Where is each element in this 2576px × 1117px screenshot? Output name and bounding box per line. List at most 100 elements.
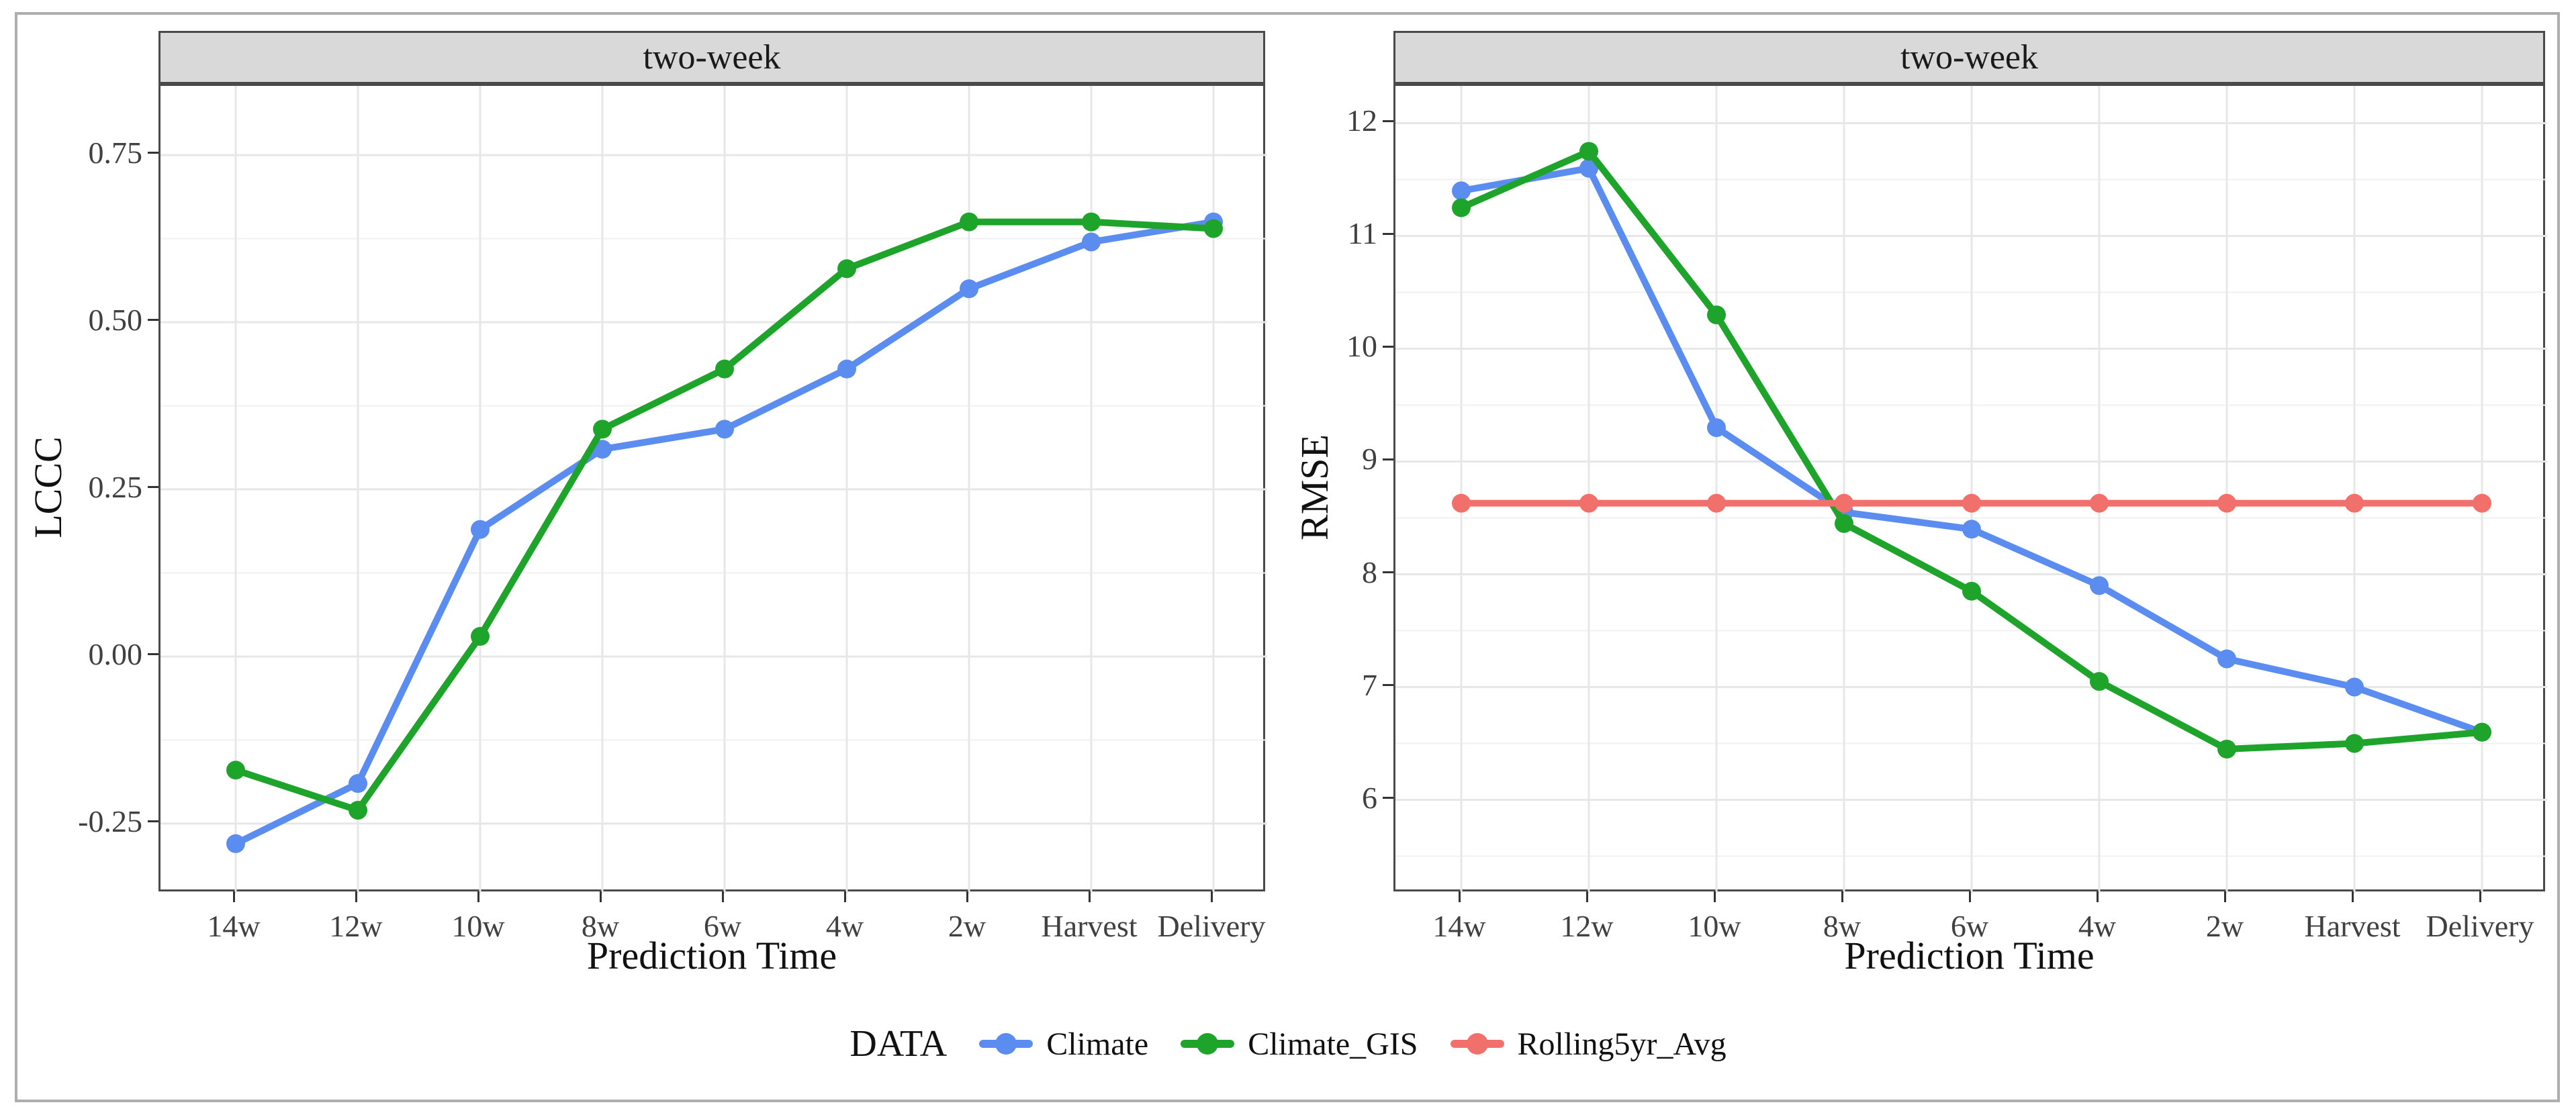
y-axis-title-rmse: RMSE (1293, 434, 1336, 540)
y-tick-label: 8 (1362, 554, 1377, 589)
data-point-Climate_GIS (960, 212, 978, 232)
data-point-Rolling5yr_Avg (1452, 493, 1471, 513)
facet-strip-right: two-week (1393, 31, 2545, 84)
data-point-Rolling5yr_Avg (2345, 493, 2364, 513)
y-tick-mark (1383, 458, 1393, 460)
y-tick-mark (1383, 119, 1393, 122)
x-tick-mark (599, 891, 602, 902)
x-tick-mark (966, 891, 968, 902)
x-tick-mark (1841, 891, 1843, 902)
data-point-Climate_GIS (2217, 739, 2236, 759)
data-point-Climate (960, 279, 978, 299)
x-tick-mark (2351, 891, 2354, 902)
legend-key-icon (1181, 1033, 1235, 1055)
legend-key-point (1466, 1033, 1488, 1055)
x-tick-label: Harvest (2304, 909, 2401, 943)
y-tick-label: 6 (1362, 780, 1377, 815)
y-axis-title-lccc: LCCC (26, 436, 70, 538)
x-tick-label: 8w (581, 909, 620, 943)
data-point-Climate (715, 420, 734, 439)
data-point-Climate (593, 440, 612, 459)
y-tick-mark (148, 820, 158, 823)
x-tick-label: 8w (1823, 909, 1861, 943)
plot-panel-rmse (1393, 84, 2547, 893)
y-tick-label: 0.75 (88, 135, 143, 170)
data-point-Climate_GIS (1579, 142, 1598, 161)
facet-strip-left: two-week (158, 31, 1265, 84)
data-point-Climate_GIS (837, 259, 856, 279)
data-point-Rolling5yr_Avg (2217, 493, 2236, 513)
x-axis-title-right: Prediction Time (1844, 934, 2095, 977)
x-tick-mark (1088, 891, 1091, 902)
y-tick-mark (1383, 232, 1393, 235)
data-point-Climate (226, 834, 245, 853)
legend-item-label: Climate (1046, 1026, 1149, 1062)
data-point-Climate (1082, 232, 1101, 252)
data-point-Climate (2217, 649, 2236, 669)
data-point-Climate_GIS (1082, 212, 1101, 232)
data-point-Climate_GIS (593, 420, 612, 439)
y-tick-mark (1383, 571, 1393, 573)
x-tick-mark (1713, 891, 1716, 902)
legend-item-label: Climate_GIS (1248, 1026, 1418, 1062)
legend: DATA Climate Climate_GIS Rolling5yr_Avg (0, 1010, 2576, 1077)
x-tick-label: Delivery (2426, 909, 2534, 943)
y-tick-label: 7 (1362, 667, 1377, 702)
legend-key-point (995, 1033, 1017, 1055)
plot-panel-lccc (158, 84, 1267, 893)
x-tick-mark (2479, 891, 2481, 902)
y-tick-mark (1383, 345, 1393, 348)
y-tick-mark (148, 486, 158, 489)
data-point-Climate_GIS (1452, 198, 1471, 217)
x-tick-mark (843, 891, 846, 902)
x-tick-mark (232, 891, 235, 902)
legend-item-Climate: Climate (978, 1024, 1148, 1064)
data-point-Climate_GIS (2345, 734, 2364, 753)
legend-item-Climate_GIS: Climate_GIS (1179, 1024, 1418, 1064)
y-tick-label: 12 (1346, 103, 1377, 138)
data-point-Rolling5yr_Avg (1835, 493, 1853, 513)
data-point-Climate_GIS (2090, 672, 2109, 691)
legend-key-point (1197, 1033, 1219, 1055)
x-tick-label: 6w (703, 909, 742, 943)
data-point-Climate (837, 359, 856, 379)
legend-key-icon (979, 1033, 1033, 1055)
y-tick-mark (1383, 684, 1393, 687)
data-point-Climate (471, 520, 490, 539)
y-tick-label: 9 (1362, 442, 1377, 477)
data-point-Climate_GIS (349, 801, 367, 820)
y-tick-label: 11 (1347, 216, 1377, 251)
y-tick-label: 0.00 (88, 636, 143, 671)
data-point-Climate_GIS (1962, 581, 1981, 601)
data-point-Climate_GIS (2473, 722, 2491, 742)
x-tick-label: 14w (207, 909, 261, 943)
x-tick-mark (721, 891, 724, 902)
x-tick-mark (1210, 891, 1213, 902)
x-tick-mark (355, 891, 357, 902)
data-point-Climate_GIS (715, 359, 734, 379)
x-tick-label: 10w (451, 909, 505, 943)
panel-canvas (1395, 86, 2547, 893)
data-point-Climate_GIS (226, 761, 245, 780)
data-point-Climate (2090, 576, 2109, 595)
x-tick-mark (1585, 891, 1588, 902)
data-point-Rolling5yr_Avg (1579, 493, 1598, 513)
y-tick-mark (148, 319, 158, 322)
x-tick-label: 14w (1432, 909, 1486, 943)
x-tick-label: 12w (1560, 909, 1614, 943)
data-point-Rolling5yr_Avg (2090, 493, 2109, 513)
legend-title: DATA (849, 1023, 948, 1065)
y-tick-label: -0.25 (78, 804, 142, 838)
legend-item-Rolling5yr_Avg: Rolling5yr_Avg (1449, 1024, 1727, 1064)
y-tick-mark (148, 653, 158, 656)
x-tick-mark (1458, 891, 1461, 902)
data-point-Climate (1707, 418, 1726, 438)
x-tick-label: Delivery (1157, 909, 1266, 943)
x-tick-mark (2096, 891, 2099, 902)
data-point-Rolling5yr_Avg (2473, 493, 2491, 513)
data-point-Climate_GIS (1707, 305, 1726, 325)
data-point-Rolling5yr_Avg (1962, 493, 1981, 513)
x-tick-label: 6w (1950, 909, 1989, 943)
data-point-Climate_GIS (1835, 514, 1853, 533)
data-point-Climate (1962, 520, 1981, 539)
